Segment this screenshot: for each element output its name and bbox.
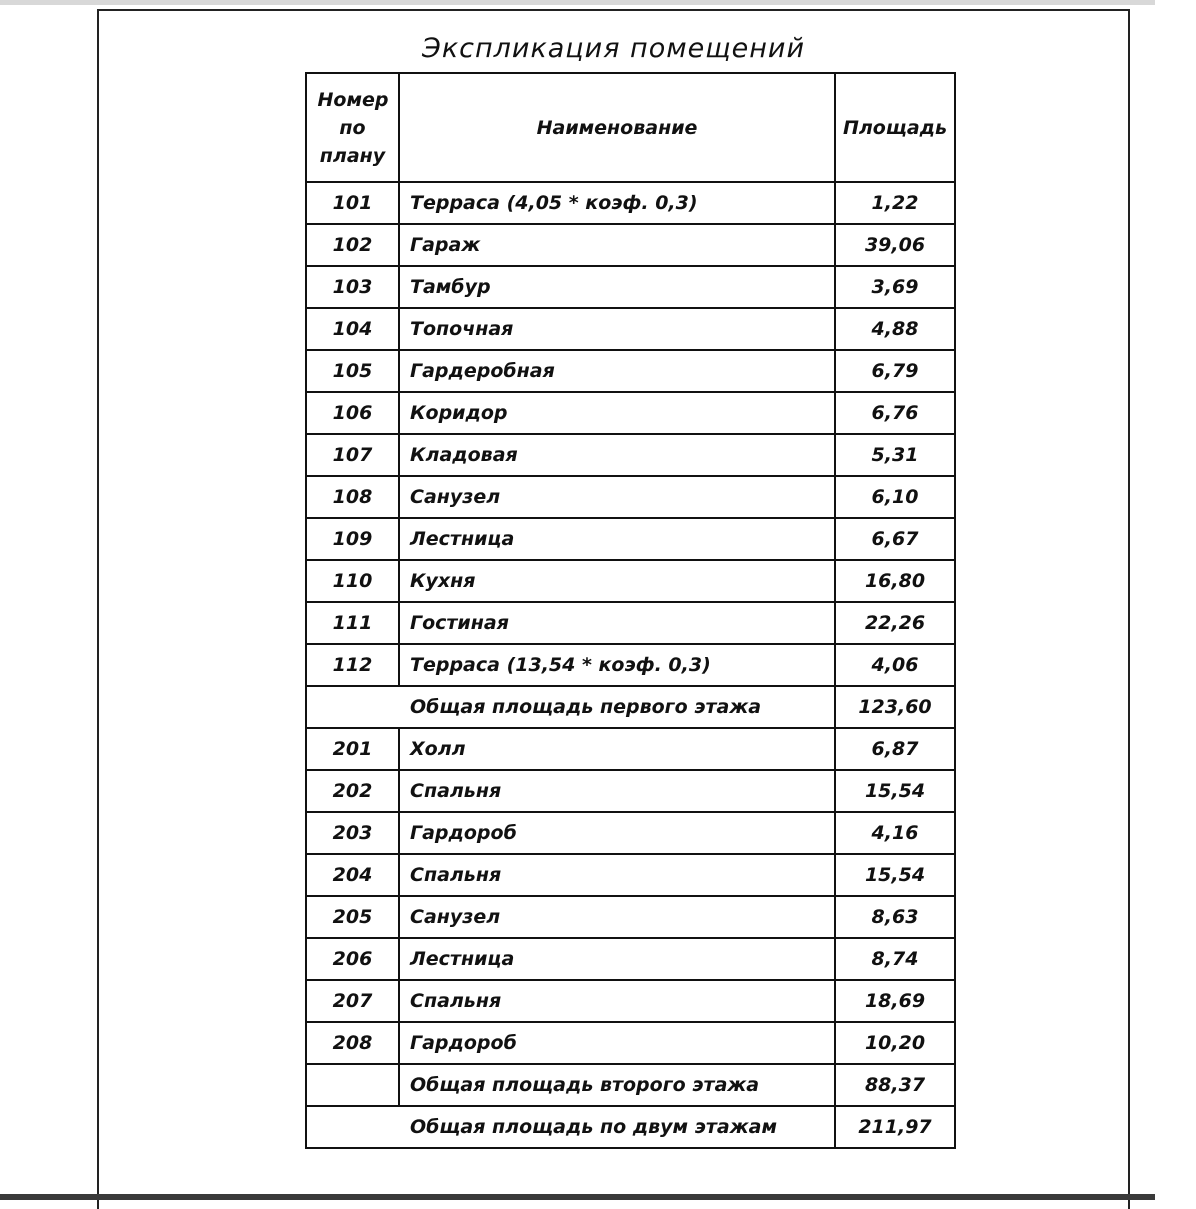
document-title: Экспликация помещений (421, 33, 805, 64)
room-area: 6,87 (834, 727, 956, 771)
header-area: Площадь (834, 72, 956, 183)
room-name: Тамбур (398, 265, 836, 309)
room-number: 104 (305, 307, 400, 351)
room-number: 108 (305, 475, 400, 519)
table-row: 103 Тамбур 3,69 (305, 265, 956, 309)
empty-cell (305, 1063, 400, 1107)
room-area: 6,10 (834, 475, 956, 519)
room-name: Гардороб (398, 1021, 836, 1065)
room-area: 16,80 (834, 559, 956, 603)
room-name: Лестница (398, 517, 836, 561)
table-row: 110 Кухня 16,80 (305, 559, 956, 603)
total-area: 88,37 (834, 1063, 956, 1107)
table-row: 104 Топочная 4,88 (305, 307, 956, 351)
table-row: 206 Лестница 8,74 (305, 937, 956, 981)
document-sheet: Экспликация помещений Номер по плану Наи… (97, 9, 1130, 1209)
room-name: Гараж (398, 223, 836, 267)
total-name: Общая площадь первого этажа (305, 685, 836, 729)
table-row: 108 Санузел 6,10 (305, 475, 956, 519)
room-name: Гостиная (398, 601, 836, 645)
table-row: 105 Гардеробная 6,79 (305, 349, 956, 393)
room-name: Кухня (398, 559, 836, 603)
room-area: 6,79 (834, 349, 956, 393)
rooms-table: Номер по плану Наименование Площадь 101 Т… (305, 72, 956, 1149)
room-number: 109 (305, 517, 400, 561)
room-number: 203 (305, 811, 400, 855)
room-number: 206 (305, 937, 400, 981)
room-area: 4,88 (834, 307, 956, 351)
room-area: 8,63 (834, 895, 956, 939)
room-number: 208 (305, 1021, 400, 1065)
room-area: 22,26 (834, 601, 956, 645)
room-area: 39,06 (834, 223, 956, 267)
room-number: 205 (305, 895, 400, 939)
room-name: Топочная (398, 307, 836, 351)
table-row: 205 Санузел 8,63 (305, 895, 956, 939)
table-row: 107 Кладовая 5,31 (305, 433, 956, 477)
table-row: 204 Спальня 15,54 (305, 853, 956, 897)
table-row: 111 Гостиная 22,26 (305, 601, 956, 645)
room-name: Гардеробная (398, 349, 836, 393)
table-row: 202 Спальня 15,54 (305, 769, 956, 813)
table-row: 109 Лестница 6,67 (305, 517, 956, 561)
table-row: 102 Гараж 39,06 (305, 223, 956, 267)
total-row: Общая площадь первого этажа 123,60 (305, 685, 956, 729)
total-row: Общая площадь второго этажа 88,37 (305, 1063, 956, 1107)
table-row: 208 Гардороб 10,20 (305, 1021, 956, 1065)
room-name: Терраса (13,54 * коэф. 0,3) (398, 643, 836, 687)
room-name: Спальня (398, 853, 836, 897)
table-row: 207 Спальня 18,69 (305, 979, 956, 1023)
total-name: Общая площадь второго этажа (398, 1063, 836, 1107)
room-number: 102 (305, 223, 400, 267)
room-area: 15,54 (834, 853, 956, 897)
room-area: 10,20 (834, 1021, 956, 1065)
room-name: Коридор (398, 391, 836, 435)
table-row: 203 Гардороб 4,16 (305, 811, 956, 855)
room-name: Лестница (398, 937, 836, 981)
room-number: 101 (305, 181, 400, 225)
total-row: Общая площадь по двум этажам 211,97 (305, 1105, 956, 1149)
room-number: 110 (305, 559, 400, 603)
room-name: Спальня (398, 979, 836, 1023)
room-number: 204 (305, 853, 400, 897)
room-name: Кладовая (398, 433, 836, 477)
room-number: 103 (305, 265, 400, 309)
room-name: Санузел (398, 475, 836, 519)
header-number: Номер по плану (305, 72, 400, 183)
table-row: 112 Терраса (13,54 * коэф. 0,3) 4,06 (305, 643, 956, 687)
room-name: Терраса (4,05 * коэф. 0,3) (398, 181, 836, 225)
total-area: 211,97 (834, 1105, 956, 1149)
room-number: 107 (305, 433, 400, 477)
table-row: 201 Холл 6,87 (305, 727, 956, 771)
room-number: 106 (305, 391, 400, 435)
room-number: 201 (305, 727, 400, 771)
total-area: 123,60 (834, 685, 956, 729)
total-name: Общая площадь по двум этажам (305, 1105, 836, 1149)
room-name: Гардороб (398, 811, 836, 855)
table-row: 106 Коридор 6,76 (305, 391, 956, 435)
room-area: 1,22 (834, 181, 956, 225)
room-number: 105 (305, 349, 400, 393)
bottom-scroll-edge (0, 1194, 1155, 1200)
room-name: Санузел (398, 895, 836, 939)
room-area: 4,06 (834, 643, 956, 687)
room-name: Холл (398, 727, 836, 771)
room-area: 6,67 (834, 517, 956, 561)
room-number: 202 (305, 769, 400, 813)
room-number: 207 (305, 979, 400, 1023)
top-scroll-edge (0, 0, 1155, 5)
table-header: Номер по плану Наименование Площадь (305, 72, 956, 183)
room-name: Спальня (398, 769, 836, 813)
header-name: Наименование (398, 72, 836, 183)
room-area: 4,16 (834, 811, 956, 855)
room-area: 15,54 (834, 769, 956, 813)
room-area: 3,69 (834, 265, 956, 309)
room-area: 5,31 (834, 433, 956, 477)
room-number: 111 (305, 601, 400, 645)
room-area: 6,76 (834, 391, 956, 435)
room-number: 112 (305, 643, 400, 687)
room-area: 18,69 (834, 979, 956, 1023)
table-row: 101 Терраса (4,05 * коэф. 0,3) 1,22 (305, 181, 956, 225)
room-area: 8,74 (834, 937, 956, 981)
